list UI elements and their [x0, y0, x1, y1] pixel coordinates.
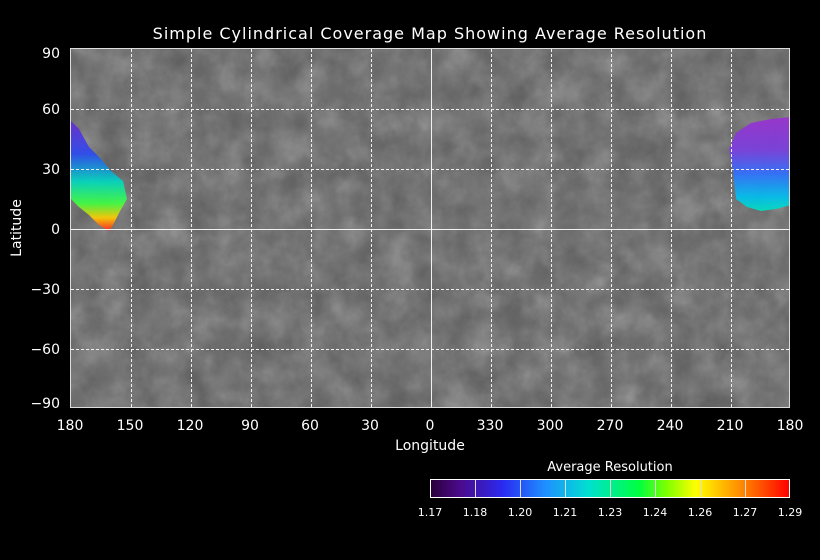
grid-line-lat [71, 109, 789, 110]
x-tick: 330 [476, 418, 504, 434]
grid-line-lon [191, 49, 192, 407]
x-tick: 270 [596, 418, 624, 434]
y-tick: 0 [51, 222, 60, 238]
y-tick: 90 [42, 46, 60, 62]
x-tick: 60 [301, 418, 319, 434]
y-tick: 60 [42, 102, 60, 118]
colorbar-divider [700, 480, 701, 497]
colorbar-tick: 1.18 [462, 506, 488, 519]
x-tick: 90 [241, 418, 259, 434]
coverage-map[interactable] [70, 48, 790, 408]
grid-line-lat [71, 289, 789, 290]
y-tick: −30 [30, 282, 60, 298]
grid-line-lon [731, 49, 732, 407]
x-tick: 240 [656, 418, 684, 434]
colorbar-tick: 1.27 [732, 506, 758, 519]
colorbar-tick: 1.29 [777, 506, 803, 519]
colorbar-tick: 1.20 [507, 506, 533, 519]
grid-line-lon [371, 49, 372, 407]
y-tick: −90 [30, 396, 60, 412]
grid-line-lon [671, 49, 672, 407]
colorbar-tick: 1.24 [642, 506, 668, 519]
equator-line [71, 229, 789, 230]
grid-line-lon [251, 49, 252, 407]
grid-line-lon [131, 49, 132, 407]
colorbar-divider [565, 480, 566, 497]
colorbar-divider [745, 480, 746, 497]
x-tick: 150 [116, 418, 144, 434]
colorbar-divider [520, 480, 521, 497]
colorbar-tick: 1.23 [597, 506, 623, 519]
grid-line-lon [491, 49, 492, 407]
colorbar-divider [475, 480, 476, 497]
grid-line-lat [71, 349, 789, 350]
x-tick: 210 [716, 418, 744, 434]
y-tick: 30 [42, 162, 60, 178]
x-tick: 180 [56, 418, 84, 434]
y-axis-label: Latitude [8, 199, 25, 257]
x-tick: 300 [536, 418, 564, 434]
coverage-patch-west [71, 121, 127, 231]
grid-line-lon [611, 49, 612, 407]
colorbar-divider [655, 480, 656, 497]
basemap-texture [71, 49, 789, 407]
coverage-patch-east [729, 117, 789, 211]
x-tick: 180 [776, 418, 804, 434]
x-tick: 30 [361, 418, 379, 434]
grid-line-lon [551, 49, 552, 407]
map-title: Simple Cylindrical Coverage Map Showing … [152, 24, 708, 43]
colorbar-divider [610, 480, 611, 497]
prime-meridian-line [431, 49, 432, 407]
colorbar [430, 479, 790, 498]
grid-line-lon [311, 49, 312, 407]
grid-line-lat [71, 169, 789, 170]
colorbar-tick: 1.21 [552, 506, 578, 519]
y-tick: −60 [30, 342, 60, 358]
x-tick: 0 [425, 418, 435, 434]
x-tick: 120 [176, 418, 204, 434]
colorbar-tick: 1.17 [417, 506, 443, 519]
colorbar-tick: 1.26 [687, 506, 713, 519]
x-axis-label: Longitude [395, 438, 465, 454]
colorbar-title: Average Resolution [547, 460, 673, 475]
